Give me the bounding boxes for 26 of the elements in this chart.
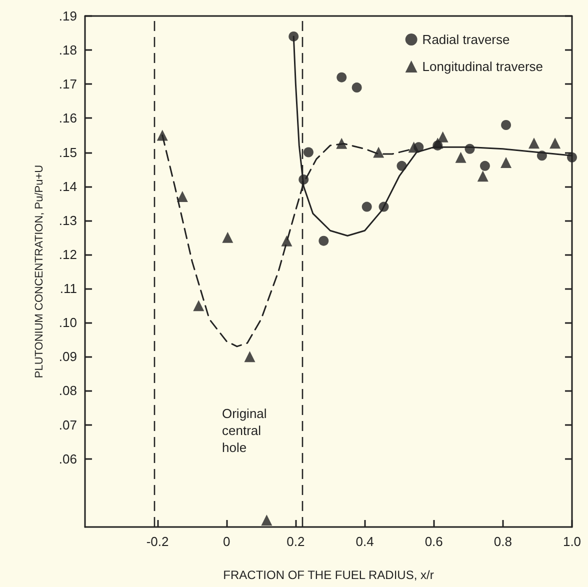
x-tick-label: -0.2 bbox=[146, 534, 169, 549]
y-tick-label: .13 bbox=[58, 212, 77, 228]
annotation: Original central hole bbox=[222, 406, 267, 456]
x-tick-label: 0.8 bbox=[494, 534, 512, 549]
y-tick-label: .12 bbox=[58, 246, 77, 262]
y-tick-label: .10 bbox=[58, 315, 77, 330]
x-tick-label: 0.4 bbox=[356, 534, 374, 549]
x-axis-title: FRACTION OF THE FUEL RADIUS, x/r bbox=[223, 568, 434, 582]
y-tick-label: .14 bbox=[58, 178, 77, 194]
x-tick-label: 0.6 bbox=[424, 534, 443, 549]
y-tick-label: .09 bbox=[58, 349, 77, 364]
y-tick-label: .11 bbox=[60, 281, 77, 296]
x-tick-label: 0 bbox=[222, 534, 230, 549]
x-tick-label: 0.2 bbox=[286, 534, 305, 549]
x-tick-label: 1.0 bbox=[562, 534, 582, 549]
y-tick-label: .15 bbox=[58, 144, 77, 160]
y-tick-label: .17 bbox=[58, 76, 77, 92]
y-tick-label: .18 bbox=[58, 42, 77, 58]
y-tick-label: .06 bbox=[58, 451, 77, 466]
y-tick-label: .19 bbox=[58, 8, 77, 24]
y-tick-label: .07 bbox=[58, 417, 77, 432]
y-tick-label: .08 bbox=[58, 383, 77, 398]
legend-label: Radial traverse bbox=[422, 32, 510, 47]
y-axis-title: PLUTONIUM CONCENTRATION, Pu/Pu+U bbox=[34, 164, 46, 378]
y-tick-label: .16 bbox=[58, 110, 77, 126]
legend-label: Longitudinal traverse bbox=[422, 59, 544, 74]
